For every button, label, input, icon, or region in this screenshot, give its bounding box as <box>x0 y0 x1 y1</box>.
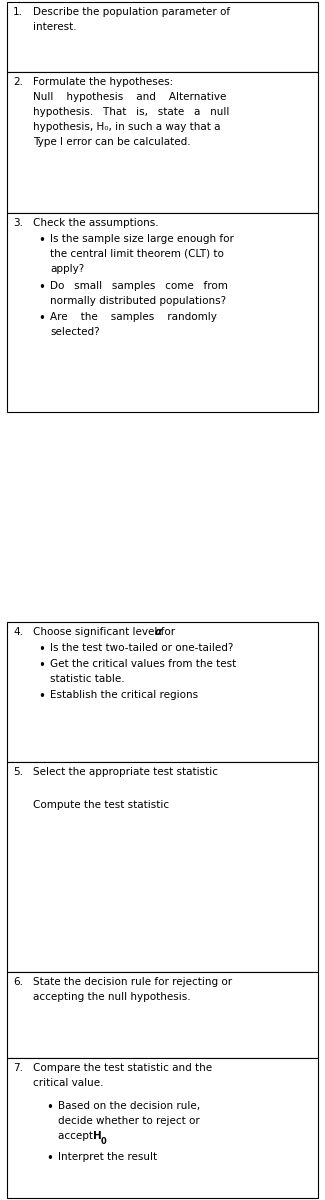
Bar <box>7 622 318 762</box>
Text: 0: 0 <box>101 1138 107 1146</box>
Text: 7.: 7. <box>13 1063 23 1073</box>
Text: hypothesis, H₀, in such a way that a: hypothesis, H₀, in such a way that a <box>33 122 220 132</box>
Text: State the decision rule for rejecting or: State the decision rule for rejecting or <box>33 977 232 986</box>
Text: α: α <box>155 626 162 637</box>
Text: Type I error can be calculated.: Type I error can be calculated. <box>33 137 191 146</box>
Text: Do   small   samples   come   from: Do small samples come from <box>50 281 228 290</box>
Bar <box>7 72 318 214</box>
Text: 6.: 6. <box>13 977 23 986</box>
Text: 3.: 3. <box>13 218 23 228</box>
Text: Based on the decision rule,: Based on the decision rule, <box>58 1102 200 1111</box>
Text: Null    hypothesis    and    Alternative: Null hypothesis and Alternative <box>33 92 227 102</box>
Text: normally distributed populations?: normally distributed populations? <box>50 296 226 306</box>
Text: 2.: 2. <box>13 77 23 86</box>
Text: H: H <box>93 1130 102 1141</box>
Text: •: • <box>38 643 45 656</box>
Text: •: • <box>38 690 45 703</box>
Text: accepting the null hypothesis.: accepting the null hypothesis. <box>33 992 191 1002</box>
Text: •: • <box>38 234 45 247</box>
Text: the central limit theorem (CLT) to: the central limit theorem (CLT) to <box>50 248 224 259</box>
Text: Establish the critical regions: Establish the critical regions <box>50 690 198 700</box>
Text: hypothesis.   That   is,   state   a   null: hypothesis. That is, state a null <box>33 107 229 116</box>
Bar <box>7 972 318 1058</box>
Text: Select the appropriate test statistic: Select the appropriate test statistic <box>33 767 218 778</box>
Bar <box>7 1058 318 1198</box>
Text: selected?: selected? <box>50 326 100 337</box>
Text: critical value.: critical value. <box>33 1078 103 1088</box>
Text: Get the critical values from the test: Get the critical values from the test <box>50 659 236 670</box>
Text: decide whether to reject or: decide whether to reject or <box>58 1116 200 1126</box>
Bar <box>7 762 318 972</box>
Text: •: • <box>38 312 45 325</box>
Text: •: • <box>38 281 45 294</box>
Text: 4.: 4. <box>13 626 23 637</box>
Bar <box>7 2 318 72</box>
Text: Is the sample size large enough for: Is the sample size large enough for <box>50 234 234 244</box>
Text: •: • <box>38 659 45 672</box>
Text: accept: accept <box>58 1130 96 1141</box>
Text: Interpret the result: Interpret the result <box>58 1152 157 1162</box>
Text: Formulate the hypotheses:: Formulate the hypotheses: <box>33 77 173 86</box>
Text: Choose significant level for: Choose significant level for <box>33 626 178 637</box>
Bar <box>7 214 318 412</box>
Text: Compute the test statistic: Compute the test statistic <box>33 800 169 810</box>
Text: apply?: apply? <box>50 264 84 274</box>
Text: Check the assumptions.: Check the assumptions. <box>33 218 159 228</box>
Text: interest.: interest. <box>33 22 77 32</box>
Text: •: • <box>46 1102 53 1114</box>
Text: Is the test two-tailed or one-tailed?: Is the test two-tailed or one-tailed? <box>50 643 233 653</box>
Text: Compare the test statistic and the: Compare the test statistic and the <box>33 1063 212 1073</box>
Text: statistic table.: statistic table. <box>50 674 124 684</box>
Text: •: • <box>46 1152 53 1165</box>
Text: 1.: 1. <box>13 7 23 17</box>
Text: Describe the population parameter of: Describe the population parameter of <box>33 7 230 17</box>
Text: 5.: 5. <box>13 767 23 778</box>
Text: Are    the    samples    randomly: Are the samples randomly <box>50 312 217 322</box>
